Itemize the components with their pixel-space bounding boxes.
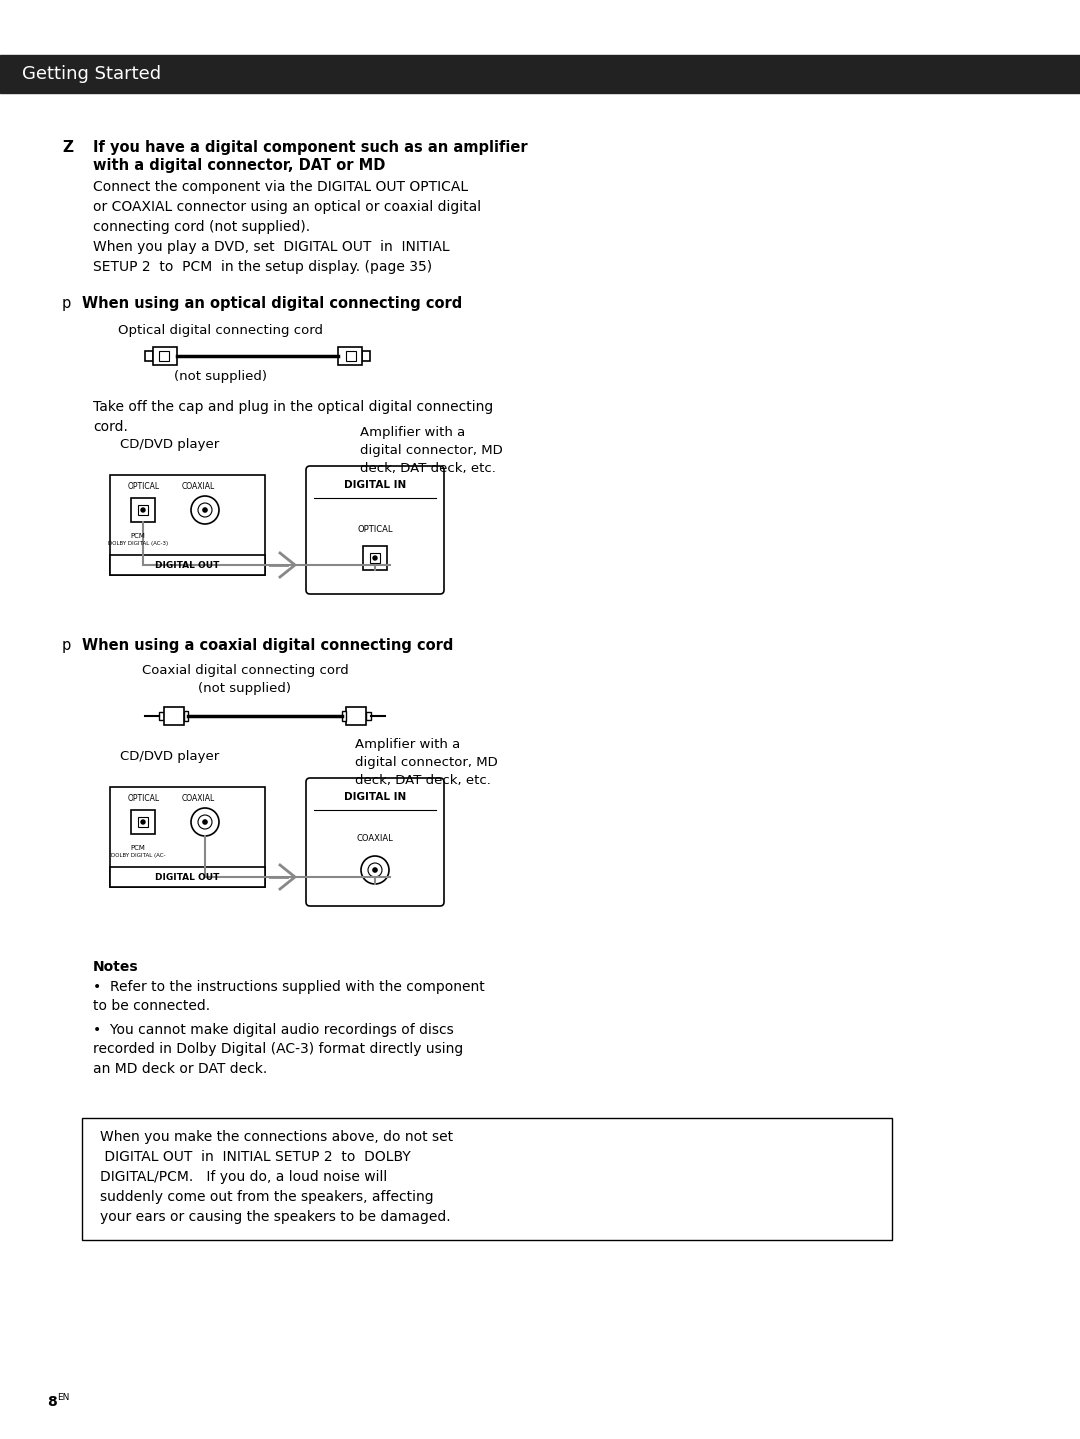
Text: COAXIAL: COAXIAL — [183, 794, 215, 803]
Text: with a digital connector, DAT or MD: with a digital connector, DAT or MD — [93, 158, 386, 173]
Bar — [131, 810, 156, 835]
Bar — [159, 712, 164, 720]
Text: OPTICAL: OPTICAL — [129, 482, 160, 491]
Bar — [184, 711, 188, 721]
Bar — [346, 351, 356, 361]
Bar — [0, 55, 1080, 94]
Text: Take off the cap and plug in the optical digital connecting
cord.: Take off the cap and plug in the optical… — [93, 400, 494, 435]
Text: COAXIAL: COAXIAL — [356, 835, 393, 843]
Circle shape — [203, 508, 207, 512]
Bar — [363, 545, 387, 570]
Text: •  You cannot make digital audio recordings of discs
recorded in Dolby Digital (: • You cannot make digital audio recordin… — [93, 1023, 463, 1076]
Bar — [164, 707, 184, 725]
Bar — [369, 553, 380, 564]
Text: When using a coaxial digital connecting cord: When using a coaxial digital connecting … — [82, 637, 454, 653]
Text: Amplifier with a
digital connector, MD
deck, DAT deck, etc.: Amplifier with a digital connector, MD d… — [355, 738, 498, 787]
Text: OPTICAL: OPTICAL — [129, 794, 160, 803]
Text: OPTICAL: OPTICAL — [357, 525, 393, 534]
Bar — [110, 475, 265, 576]
Text: CD/DVD player: CD/DVD player — [120, 750, 219, 763]
Text: DOLBY DIGITAL (AC-3): DOLBY DIGITAL (AC-3) — [108, 541, 168, 545]
Text: Coaxial digital connecting cord: Coaxial digital connecting cord — [141, 663, 349, 676]
Text: Amplifier with a
digital connector, MD
deck, DAT deck, etc.: Amplifier with a digital connector, MD d… — [360, 426, 503, 475]
Text: (not supplied): (not supplied) — [199, 682, 292, 695]
Text: When using an optical digital connecting cord: When using an optical digital connecting… — [82, 296, 462, 311]
Bar — [159, 351, 168, 361]
Text: DIGITAL OUT: DIGITAL OUT — [156, 561, 219, 570]
Text: CD/DVD player: CD/DVD player — [120, 437, 219, 450]
Bar — [131, 498, 156, 522]
Text: •  Refer to the instructions supplied with the component
to be connected.: • Refer to the instructions supplied wit… — [93, 980, 485, 1013]
Text: If you have a digital component such as an amplifier: If you have a digital component such as … — [93, 140, 528, 155]
Text: 8: 8 — [48, 1394, 57, 1409]
Text: DIGITAL IN: DIGITAL IN — [343, 791, 406, 802]
Text: EN: EN — [57, 1393, 69, 1402]
Bar — [145, 351, 153, 361]
Text: DIGITAL OUT: DIGITAL OUT — [156, 872, 219, 882]
Bar — [110, 555, 265, 576]
Bar — [153, 347, 177, 366]
Text: DOLBY DIGITAL (AC-: DOLBY DIGITAL (AC- — [111, 853, 165, 858]
Bar — [342, 711, 346, 721]
Text: p: p — [62, 637, 71, 653]
Bar — [346, 707, 366, 725]
Bar — [137, 505, 148, 515]
Circle shape — [203, 820, 207, 825]
Circle shape — [373, 555, 377, 560]
Circle shape — [373, 868, 377, 872]
Text: PCM: PCM — [131, 532, 146, 540]
Circle shape — [141, 508, 145, 512]
Bar — [366, 712, 372, 720]
Text: When you make the connections above, do not set
 DIGITAL OUT  in  INITIAL SETUP : When you make the connections above, do … — [100, 1130, 454, 1225]
Bar — [82, 1118, 892, 1240]
FancyBboxPatch shape — [306, 466, 444, 594]
Text: DIGITAL IN: DIGITAL IN — [343, 481, 406, 491]
Text: COAXIAL: COAXIAL — [183, 482, 215, 491]
Bar — [362, 351, 370, 361]
Text: PCM: PCM — [131, 845, 146, 850]
Bar — [137, 816, 148, 827]
FancyBboxPatch shape — [306, 778, 444, 907]
Bar — [110, 868, 265, 886]
Bar — [110, 787, 265, 886]
Text: Getting Started: Getting Started — [22, 65, 161, 83]
Bar — [338, 347, 362, 366]
Text: Notes: Notes — [93, 960, 138, 974]
Circle shape — [141, 820, 145, 825]
Text: p: p — [62, 296, 71, 311]
Text: Optical digital connecting cord: Optical digital connecting cord — [118, 324, 323, 337]
Text: Z: Z — [62, 140, 73, 155]
Text: Connect the component via the DIGITAL OUT OPTICAL
or COAXIAL connector using an : Connect the component via the DIGITAL OU… — [93, 180, 481, 275]
Text: (not supplied): (not supplied) — [174, 370, 267, 383]
